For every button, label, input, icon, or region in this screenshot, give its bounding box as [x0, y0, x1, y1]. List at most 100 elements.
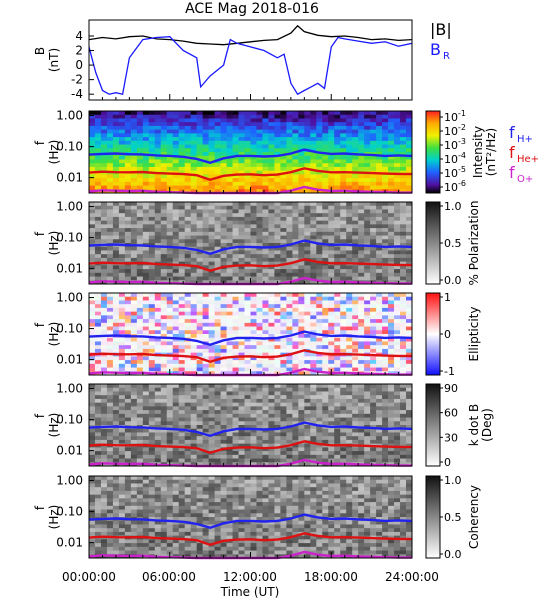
heatmap-cell — [334, 276, 341, 281]
heatmap-cell — [136, 181, 144, 186]
heatmap-cell — [268, 293, 275, 298]
heatmap-cell — [244, 352, 251, 357]
heatmap-cell — [130, 322, 138, 327]
heatmap-cell — [214, 330, 221, 335]
heatmap-cell — [89, 216, 96, 222]
heatmap-cell — [112, 319, 120, 324]
heatmap-cell — [148, 432, 156, 437]
heatmap-cell — [322, 228, 329, 233]
heatmap-cell — [214, 360, 221, 365]
heatmap-cell — [280, 402, 287, 407]
heatmap-cell — [352, 337, 359, 342]
heatmap-cell — [208, 220, 216, 225]
heatmap-cell — [286, 454, 293, 459]
heatmap-cell — [322, 417, 329, 422]
heatmap-cell — [304, 205, 311, 210]
heatmap-cell — [394, 239, 401, 244]
heatmap-cell — [346, 293, 353, 298]
heatmap-cell — [196, 272, 204, 277]
heatmap-cell — [238, 322, 245, 327]
heatmap-cell — [256, 152, 263, 157]
heatmap-cell — [124, 137, 132, 142]
heatmap-cell — [136, 209, 144, 214]
heatmap-cell — [292, 170, 299, 175]
heatmap-cell — [232, 315, 239, 320]
heatmap-cell — [160, 421, 168, 426]
heatmap-cell — [184, 170, 192, 175]
heatmap-cell — [268, 272, 275, 277]
heatmap-cell — [256, 170, 263, 175]
heatmap-cell — [106, 129, 114, 134]
heatmap-cell — [394, 367, 401, 372]
heatmap-cell — [346, 304, 353, 309]
heatmap-cell — [136, 432, 144, 437]
heatmap-cell — [226, 152, 233, 157]
heatmap-cell — [322, 315, 329, 320]
heatmap-cell — [214, 246, 221, 251]
heatmap-cell — [256, 432, 263, 437]
heatmap-cell — [190, 462, 198, 467]
heatmap-cell — [358, 337, 365, 342]
heatmap-cell — [304, 345, 311, 350]
heatmap-cell — [148, 129, 156, 134]
heatmap-cell — [298, 235, 305, 240]
heatmap-cell — [256, 337, 263, 342]
heatmap-cell — [304, 334, 311, 339]
heatmap-cell — [304, 125, 311, 131]
heatmap-cell — [106, 311, 114, 316]
heatmap-cell — [100, 348, 108, 354]
heatmap-cell — [184, 111, 192, 116]
heatmap-cell — [214, 406, 221, 411]
heatmap-cell — [100, 300, 108, 305]
heatmap-cell — [220, 300, 227, 305]
heatmap-cell — [400, 315, 407, 320]
heatmap-cell — [280, 296, 287, 301]
heatmap-cell — [160, 114, 168, 119]
heatmap-cell — [190, 250, 198, 255]
heatmap-cell — [394, 202, 401, 207]
heatmap-cell — [118, 428, 126, 433]
heatmap-cell — [250, 425, 257, 430]
heatmap-cell — [370, 356, 377, 361]
heatmap-cell — [370, 421, 377, 426]
heatmap-cell — [142, 406, 150, 411]
heatmap-cell — [304, 443, 311, 448]
heatmap-cell — [112, 296, 120, 301]
heatmap-cell — [89, 114, 96, 119]
heatmap-cell — [292, 269, 299, 274]
heatmap-cell — [184, 398, 192, 404]
heatmap-cell — [178, 425, 186, 430]
heatmap-cell — [106, 410, 114, 415]
heatmap-cell — [400, 280, 407, 285]
heatmap-cell — [358, 246, 365, 251]
heatmap-cell — [118, 345, 126, 350]
heatmap-cell — [124, 304, 132, 309]
heatmap-cell — [328, 148, 335, 153]
heatmap-cell — [304, 137, 311, 142]
heatmap-cell — [322, 129, 329, 134]
heatmap-cell — [292, 205, 299, 210]
heatmap-cell — [220, 205, 227, 210]
heatmap-cell — [100, 246, 108, 251]
heatmap-cell — [400, 163, 407, 168]
heatmap-cell — [106, 159, 114, 164]
heatmap-cell — [388, 307, 395, 313]
heatmap-cell — [214, 451, 221, 456]
heatmap-cell — [226, 216, 233, 222]
heatmap-cell — [232, 425, 239, 430]
heatmap-cell — [400, 137, 407, 142]
heatmap-cell — [298, 137, 305, 142]
heatmap-cell — [310, 326, 317, 331]
heatmap-cell — [148, 436, 156, 441]
colorbar — [425, 292, 441, 376]
heatmap-cell — [208, 166, 216, 172]
heatmap-cell — [238, 337, 245, 342]
heatmap-cell — [160, 341, 168, 346]
heatmap-cell — [124, 387, 132, 392]
heatmap-cell — [388, 254, 395, 259]
heatmap-cell — [100, 360, 108, 365]
heatmap-cell — [190, 363, 198, 368]
heatmap-cell — [226, 402, 233, 407]
heatmap-cell — [298, 319, 305, 324]
heatmap-cell — [328, 202, 335, 207]
